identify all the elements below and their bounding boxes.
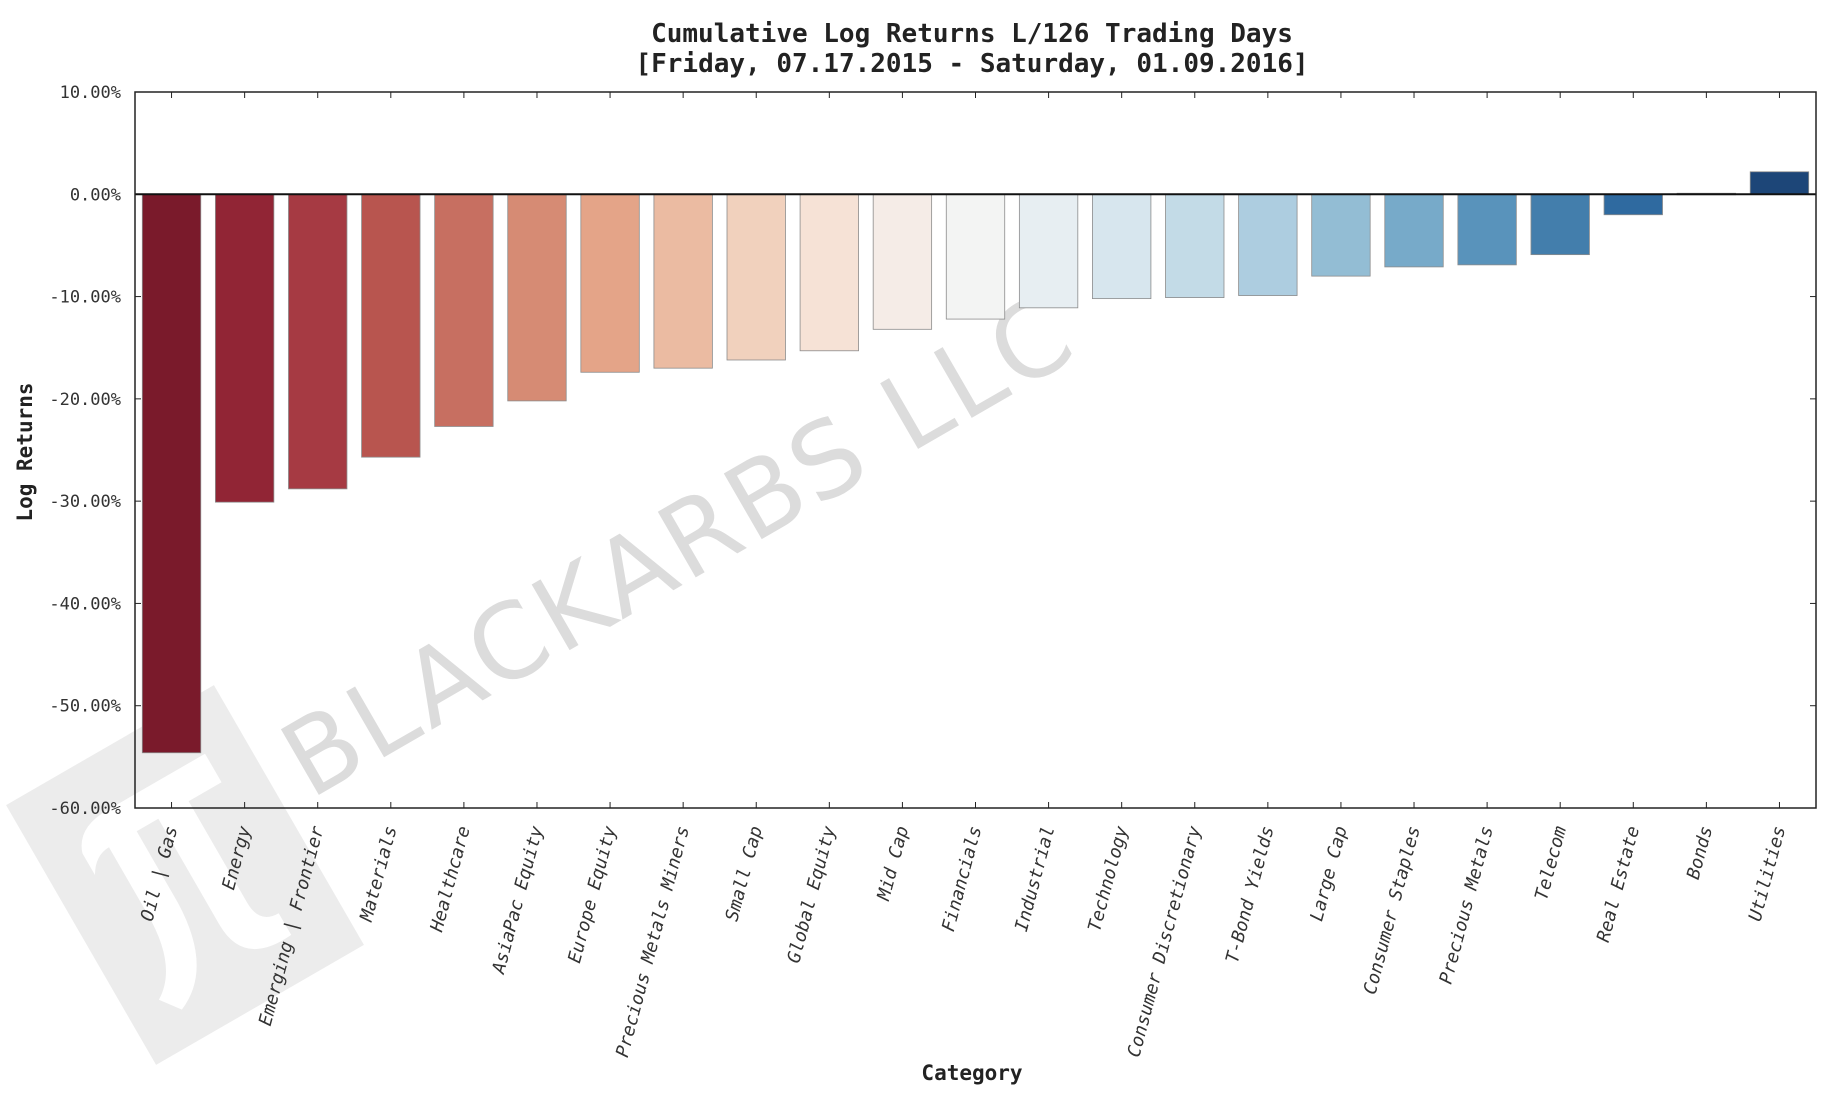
bar [1384,193,1444,268]
y-axis-label: Log Returns [13,382,37,521]
x-tick-label: Financials [938,824,986,934]
axis-ticks [135,91,1816,809]
bar [214,193,275,503]
x-tick-label: Telecom [1531,824,1571,903]
x-tick-label: Materials [356,824,402,925]
y-tick-label: -10.00% [49,288,121,308]
bar [1165,193,1225,298]
x-tick-label: Utilities [1745,824,1791,924]
chart-title: Cumulative Log Returns L/126 Trading Day… [651,19,1293,49]
bar [872,193,933,330]
x-tick-label: Small Cap [722,824,768,924]
y-tick-label: -60.00% [49,799,121,819]
bar [1238,193,1298,296]
bar [1530,193,1590,256]
pi-logo-icon [6,685,364,1065]
bar [361,193,421,458]
bar [434,193,494,427]
bar [726,193,786,361]
x-tick-label: Europe Equity [564,824,621,966]
bar [799,193,859,352]
bar [1749,171,1810,195]
bar [653,193,713,369]
bar [1018,193,1079,309]
bar [507,193,567,402]
y-tick-label: 0.00% [70,185,121,205]
y-tick-label: -40.00% [49,594,121,614]
x-tick-labels: Oil | Gas Energy Emerging | Frontier Materi… [137,824,1790,1060]
x-tick-label: Precious Metals Miners [612,824,694,1060]
y-tick-label: -20.00% [49,390,121,410]
bar [288,193,348,490]
y-tick-labels: 10.00% 0.00% -10.00% -20.00% -30.00% -40.00% -… [49,83,121,819]
x-tick-label: Consumer Discretionary [1124,824,1206,1060]
bar [141,193,202,754]
x-tick-label: Consumer Staples [1360,824,1425,997]
x-tick-label: Large Cap [1306,824,1352,924]
y-tick-label: -30.00% [49,492,121,512]
chart-subtitle: [Friday, 07.17.2015 - Saturday, 01.09.20… [635,49,1308,79]
plot-frame [134,91,1817,809]
x-tick-label: Real Estate [1593,824,1644,945]
bars [141,171,1810,754]
x-tick-label: Bonds [1683,824,1717,882]
x-tick-label: Technology [1084,824,1132,934]
y-tick-label: -50.00% [49,697,121,717]
x-tick-label: Mid Cap [873,824,913,904]
x-tick-label: Global Equity [783,824,840,966]
bar [1092,193,1152,300]
bar [1457,193,1517,266]
bar [945,193,1006,320]
x-tick-label: AsiaPac Equity [488,824,548,977]
bar [1603,193,1663,216]
y-tick-label: 10.00% [60,83,121,103]
bar [580,193,640,373]
x-tick-label: Industrial [1011,824,1059,934]
x-axis-label: Category [921,1061,1023,1085]
x-tick-label: T-Bond Yields [1222,824,1279,966]
x-tick-label: Precious Metals [1436,824,1498,986]
x-tick-label: Healthcare [426,824,475,935]
bar [1311,193,1371,277]
